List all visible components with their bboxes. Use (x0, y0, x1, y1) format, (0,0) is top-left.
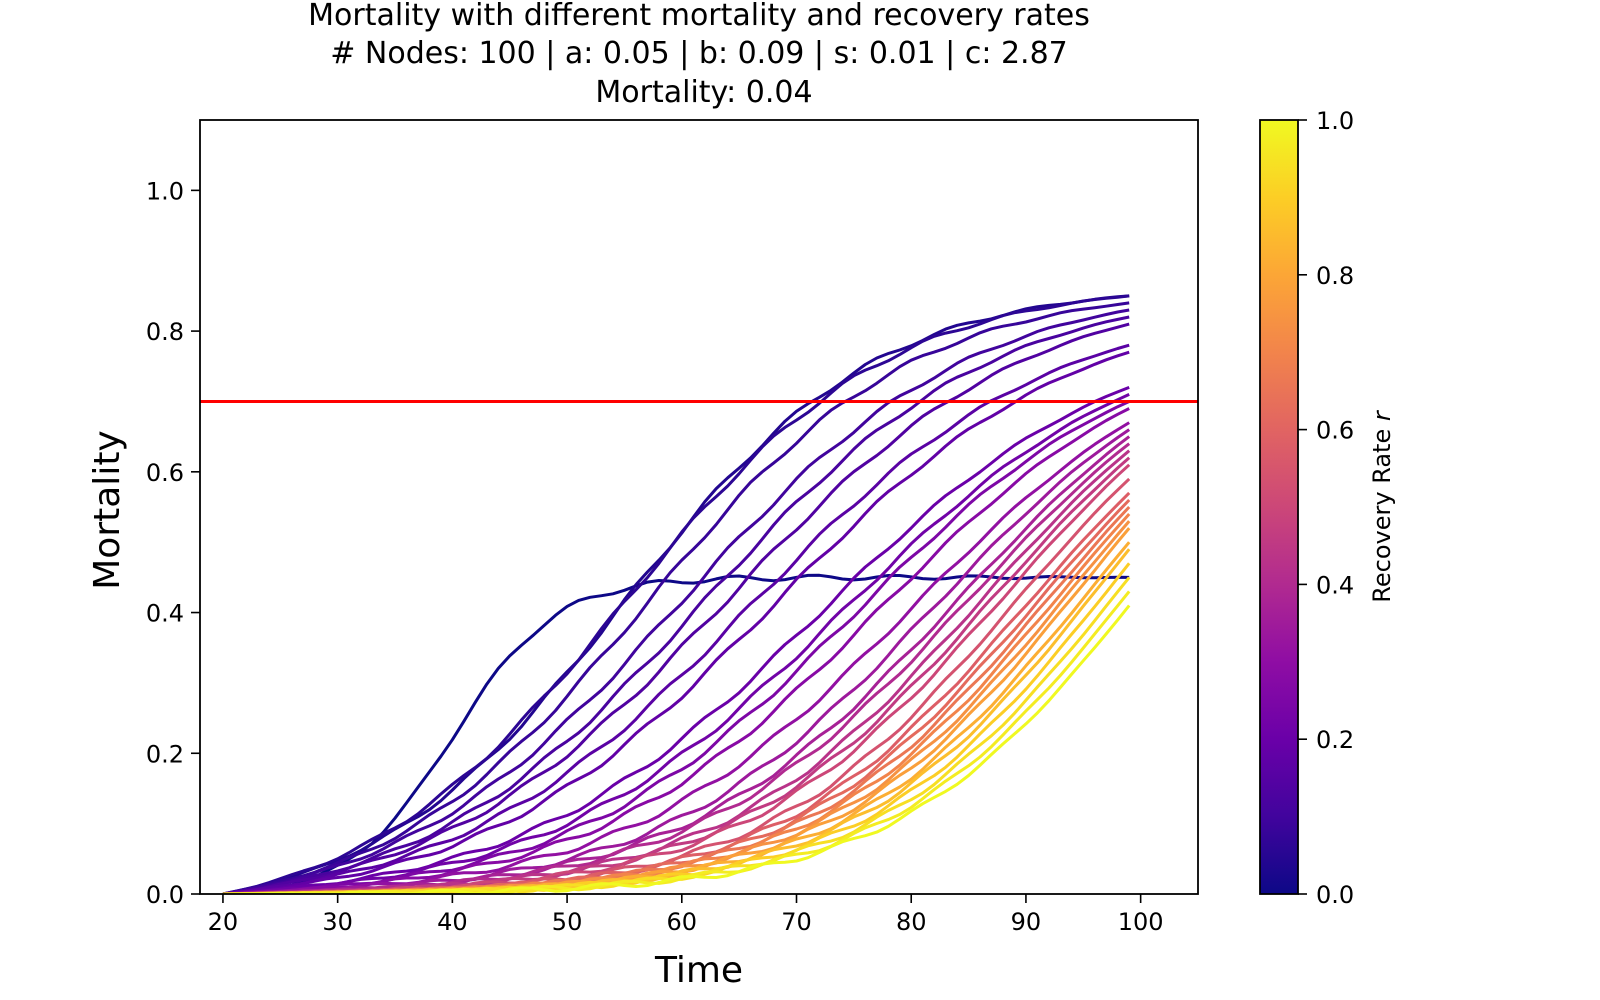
colorbar (1259, 119, 1299, 895)
colorbar-tick-label: 0.8 (1316, 262, 1354, 290)
colorbar-label-text: Recovery Rate (1368, 421, 1396, 603)
x-axis-ticks: 20 30 40 50 60 70 80 90 100 (208, 894, 1164, 936)
colorbar-tick-label: 0.2 (1316, 726, 1354, 754)
x-tick-label: 100 (1118, 908, 1164, 936)
y-tick-label: 0.2 (146, 740, 184, 768)
series-line-2 (222, 294, 1130, 894)
y-tick-label: 0.6 (146, 459, 184, 487)
y-tick-label: 0.0 (146, 881, 184, 909)
series-line-6 (222, 322, 1130, 894)
colorbar-tick-label: 0.0 (1316, 881, 1354, 909)
series-line-8 (222, 350, 1130, 894)
x-tick-label: 40 (437, 908, 468, 936)
x-axis-label: Time (654, 950, 743, 991)
colorbar-ticks: 0.0 0.2 0.4 0.6 0.8 1.0 (1298, 107, 1354, 909)
x-tick-label: 20 (208, 908, 239, 936)
series-layer (222, 294, 1131, 894)
x-tick-label: 30 (322, 908, 353, 936)
series-line-16 (222, 442, 1131, 894)
colorbar-label-symbol: r (1368, 409, 1396, 421)
colorbar-label: Recovery Rate r (1368, 409, 1396, 603)
x-tick-label: 60 (667, 908, 698, 936)
series-line-13 (222, 421, 1130, 894)
chart-title-line-3: Mortality: 0.04 (595, 75, 812, 110)
y-axis-label: Mortality (87, 430, 128, 590)
colorbar-tick-label: 1.0 (1316, 107, 1354, 135)
plot-frame (199, 119, 1199, 895)
y-tick-label: 0.8 (146, 318, 184, 346)
series-line-4 (222, 308, 1130, 894)
x-tick-label: 90 (1011, 908, 1042, 936)
x-tick-label: 50 (552, 908, 583, 936)
colorbar-tick-label: 0.6 (1316, 417, 1354, 445)
series-line-9 (222, 386, 1130, 894)
chart-title-line-1: Mortality with different mortality and r… (308, 0, 1090, 33)
chart-title-line-2: # Nodes: 100 | a: 0.05 | b: 0.09 | s: 0.… (330, 36, 1068, 71)
x-tick-label: 80 (896, 908, 927, 936)
x-tick-label: 70 (781, 908, 812, 936)
series-line-3 (222, 301, 1130, 894)
colorbar-tick-label: 0.4 (1316, 571, 1354, 599)
series-line-7 (222, 343, 1130, 894)
y-tick-label: 1.0 (146, 177, 184, 205)
y-axis-ticks: 0.0 0.2 0.4 0.6 0.8 1.0 (146, 177, 200, 909)
y-tick-label: 0.4 (146, 600, 184, 628)
series-line-32 (222, 604, 1131, 894)
series-line-10 (222, 393, 1130, 894)
series-line-5 (222, 315, 1130, 894)
